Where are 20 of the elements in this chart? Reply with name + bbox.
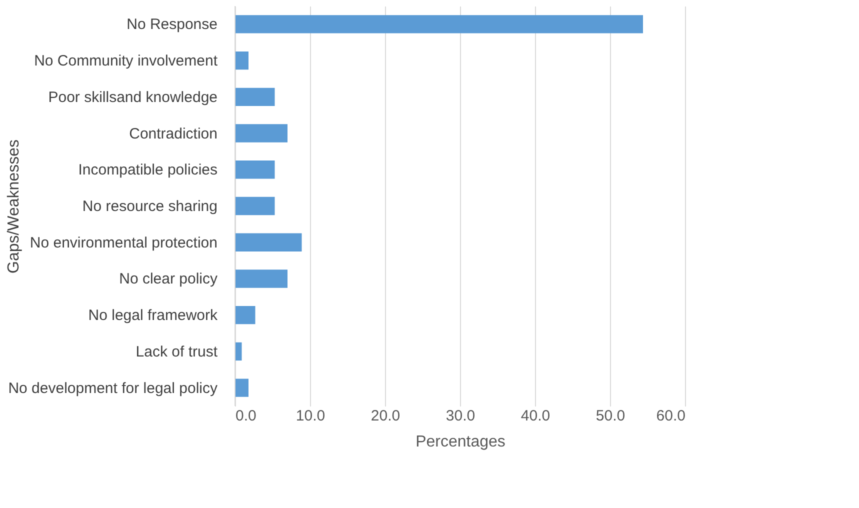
x-tick-label: 0.0 [236, 408, 256, 424]
y-tick-label: No clear policy [119, 270, 218, 288]
x-tick-label: 30.0 [446, 408, 476, 424]
y-tick-label: No Community involvement [34, 52, 218, 70]
y-tick-label: Incompatible policies [78, 162, 218, 179]
y-tick-label: No legal framework [88, 307, 218, 324]
x-tick-label: 10.0 [296, 408, 326, 424]
y-tick-label: Lack of trust [136, 343, 218, 360]
y-tick-label: Contradiction [129, 125, 218, 142]
x-tick-label: 40.0 [520, 408, 550, 424]
y-tick-label: No Response [126, 16, 218, 34]
x-tick-label: 60.0 [656, 408, 686, 424]
y-tick-label: No development for legal policy [8, 380, 218, 397]
x-tick-label: 50.0 [596, 408, 626, 424]
x-tick-label: 20.0 [370, 408, 400, 424]
y-axis-title: Gaps/Weaknesses [6, 140, 22, 274]
x-axis-title: Percentages [416, 434, 506, 450]
y-tick-label: No resource sharing [82, 198, 218, 215]
y-tick-label: No environmental protection [30, 234, 218, 252]
y-tick-label: Poor skillsand knowledge [48, 88, 218, 106]
